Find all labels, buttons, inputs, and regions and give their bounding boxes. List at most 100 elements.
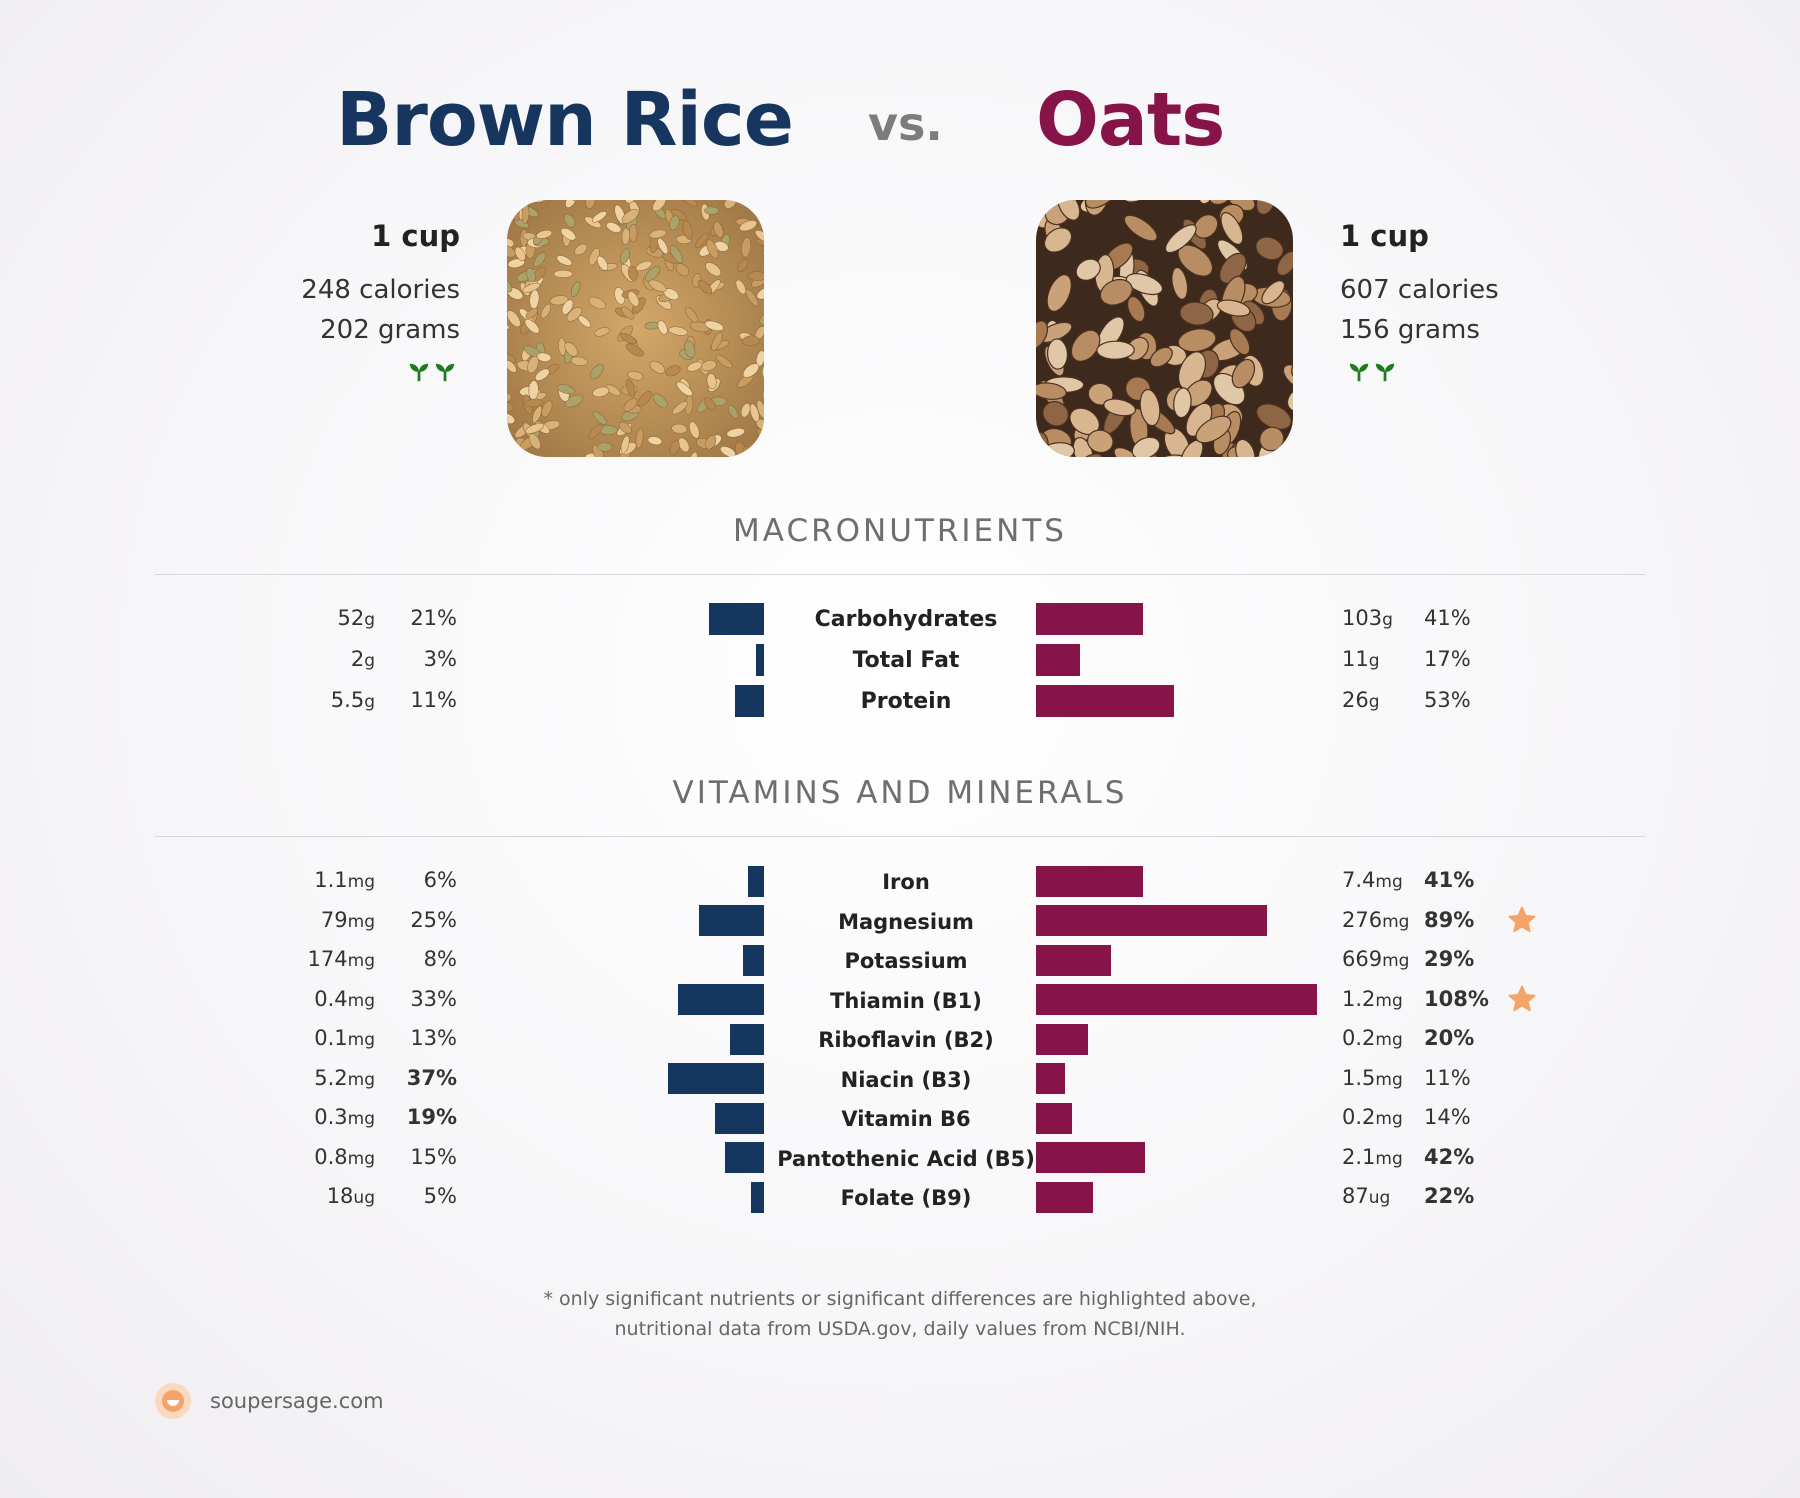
left-percent: 25% — [410, 907, 457, 932]
left-amount-value: 174 — [307, 947, 348, 971]
left-amount-unit: ug — [353, 1188, 375, 1208]
right-bar — [1036, 1023, 1088, 1055]
nutrient-name: Magnesium — [838, 909, 974, 934]
soupersage-logo-icon — [155, 1383, 191, 1419]
right-amount-value: 26 — [1342, 688, 1369, 712]
right-vegan-badge — [1348, 361, 1400, 385]
left-amount-unit: mg — [347, 990, 375, 1011]
right-amount-value: 103 — [1342, 606, 1383, 630]
right-bar — [1036, 905, 1268, 936]
nutrient-name: Thiamin (B1) — [830, 988, 982, 1013]
left-percent: 13% — [410, 1026, 457, 1050]
left-amount-value: 1.1 — [314, 868, 348, 892]
left-amount-value: 0.8 — [314, 1144, 348, 1169]
right-calories: 607 calories — [1340, 275, 1499, 305]
right-percent: 22% — [1424, 1184, 1475, 1208]
right-amount-unit: mg — [1375, 1109, 1403, 1129]
brown-rice-image — [507, 200, 764, 457]
footnote-line-1: * only significant nutrients or signific… — [543, 1288, 1257, 1310]
left-amount-value: 0.4 — [314, 986, 348, 1011]
left-food-title: Brown Rice — [336, 77, 794, 163]
vitamins-divider — [155, 836, 1645, 837]
right-amount-value: 87 — [1342, 1184, 1369, 1208]
right-amount: 103g — [1342, 600, 1462, 638]
right-amount-unit: mg — [1382, 911, 1410, 932]
right-amount-unit: g — [1382, 610, 1393, 630]
right-percent: 17% — [1424, 647, 1471, 671]
right-amount-value: 7.4 — [1342, 868, 1376, 892]
right-bar — [1036, 603, 1143, 635]
right-amount-unit: mg — [1375, 1069, 1403, 1090]
right-weight: 156 grams — [1340, 315, 1480, 345]
left-bar — [730, 1023, 764, 1055]
star-icon — [1508, 906, 1536, 932]
left-bar — [725, 1142, 764, 1173]
left-amount-unit: g — [364, 692, 375, 712]
right-amount-unit: ug — [1368, 1188, 1391, 1208]
right-amount-unit: mg — [1375, 872, 1403, 892]
left-percent: 6% — [423, 868, 457, 892]
right-bar — [1036, 1142, 1146, 1173]
right-percent: 42% — [1424, 1144, 1475, 1169]
right-amount: 11g — [1342, 641, 1462, 679]
right-amount: 87ug — [1342, 1178, 1462, 1216]
right-amount-value: 0.2 — [1342, 1105, 1376, 1129]
left-percent: 19% — [406, 1105, 457, 1129]
left-amount-unit: mg — [347, 1069, 375, 1090]
left-percent: 33% — [410, 986, 457, 1011]
left-amount-unit: mg — [347, 911, 375, 932]
right-amount: 26g — [1342, 682, 1462, 720]
right-amount-unit: mg — [1375, 1148, 1403, 1169]
brand-link[interactable]: soupersage.com — [210, 1389, 384, 1413]
left-amount: 2g — [255, 641, 375, 679]
right-percent: 11% — [1424, 1065, 1471, 1090]
right-amount: 2.1mg — [1342, 1139, 1462, 1177]
right-amount-unit: mg — [1375, 990, 1403, 1011]
right-amount: 7.4mg — [1342, 862, 1462, 900]
nutrient-name: Iron — [882, 870, 930, 894]
right-percent: 41% — [1424, 606, 1471, 630]
left-percent: 3% — [423, 647, 457, 671]
sprout-icon — [435, 363, 455, 382]
right-amount-value: 276 — [1342, 907, 1383, 932]
right-amount-value: 1.2 — [1342, 986, 1376, 1011]
right-percent: 108% — [1424, 986, 1489, 1011]
right-amount-value: 2.1 — [1342, 1144, 1376, 1169]
left-bar — [709, 603, 764, 635]
nutrient-name: Carbohydrates — [814, 607, 998, 632]
vs-label: vs. — [868, 97, 943, 151]
sprout-icon — [409, 363, 429, 382]
right-amount: 0.2mg — [1342, 1020, 1462, 1058]
left-weight: 202 grams — [320, 315, 460, 345]
left-amount-value: 0.3 — [314, 1105, 348, 1129]
left-amount-unit: g — [364, 651, 375, 671]
left-amount: 174mg — [255, 941, 375, 979]
left-amount-value: 79 — [320, 907, 348, 932]
right-percent: 41% — [1424, 868, 1475, 892]
right-amount-value: 0.2 — [1342, 1026, 1376, 1050]
left-amount: 5.2mg — [255, 1060, 375, 1098]
nutrient-name: Riboflavin (B2) — [818, 1028, 994, 1052]
left-bar — [751, 1181, 764, 1213]
right-percent: 29% — [1424, 947, 1475, 971]
right-bar — [1036, 644, 1081, 676]
left-amount: 0.1mg — [255, 1020, 375, 1058]
nutrient-name: Vitamin B6 — [841, 1107, 971, 1131]
left-amount-unit: g — [364, 610, 375, 630]
footnote-line-2: nutritional data from USDA.gov, daily va… — [614, 1318, 1186, 1340]
right-amount-value: 669 — [1342, 947, 1383, 971]
left-amount: 18ug — [255, 1178, 375, 1216]
left-bar — [756, 644, 764, 676]
left-amount-unit: mg — [347, 1030, 375, 1050]
left-bar — [714, 1102, 764, 1134]
right-bar — [1036, 984, 1317, 1015]
nutrient-name: Niacin (B3) — [840, 1067, 972, 1092]
left-calories: 248 calories — [301, 275, 460, 305]
vitamins-heading: VITAMINS AND MINERALS — [672, 775, 1128, 811]
right-serving: 1 cup — [1340, 219, 1429, 253]
right-amount-value: 1.5 — [1342, 1065, 1376, 1090]
left-percent: 15% — [410, 1144, 457, 1169]
left-bar — [748, 865, 764, 897]
left-bar — [678, 984, 764, 1015]
left-amount-value: 5.5 — [330, 688, 365, 712]
